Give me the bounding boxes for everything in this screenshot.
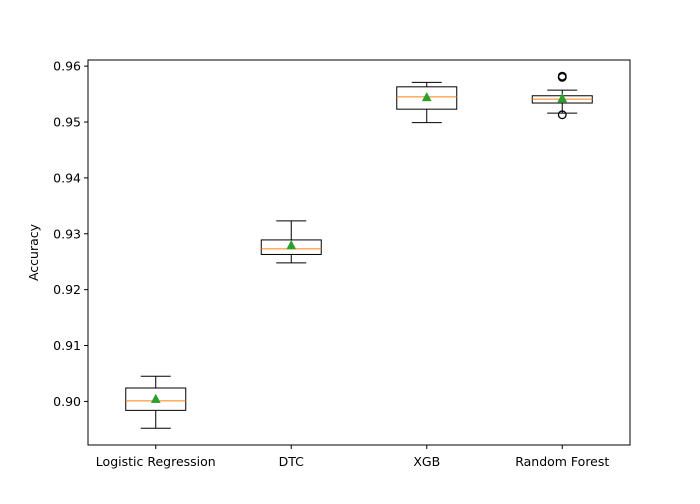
y-tick-label: 0.94	[53, 170, 81, 185]
box	[125, 387, 187, 411]
box	[396, 86, 458, 110]
y-tick-label: 0.92	[53, 282, 81, 297]
box-group	[260, 220, 322, 264]
y-tick-label: 0.95	[53, 115, 81, 130]
x-tick-label: DTC	[279, 454, 305, 469]
y-tick-label: 0.90	[53, 394, 81, 409]
box-group	[125, 375, 187, 429]
box	[260, 239, 322, 255]
plot-area	[87, 59, 631, 446]
axis-ticks: 0.90 0.91 0.92 0.93 0.94 0.95 0.96 Logistic Reg…	[53, 59, 609, 469]
plot-frame	[87, 59, 631, 446]
y-tick-label: 0.96	[53, 59, 81, 74]
y-axis-label: Accuracy	[26, 223, 41, 281]
mean-marker	[286, 239, 297, 250]
x-tick-label: Random Forest	[515, 454, 609, 469]
box-group	[531, 71, 593, 120]
box-group	[396, 81, 458, 124]
outlier-point	[557, 71, 567, 81]
mean-marker	[557, 93, 568, 103]
y-tick-label: 0.91	[53, 338, 81, 353]
y-tick-label: 0.93	[53, 226, 81, 241]
outlier-point	[557, 110, 567, 120]
mean-marker	[150, 393, 161, 403]
x-tick-label: XGB	[413, 454, 440, 469]
x-tick-label: Logistic Regression	[96, 454, 216, 469]
boxes	[125, 71, 593, 429]
mean-marker	[421, 91, 432, 102]
